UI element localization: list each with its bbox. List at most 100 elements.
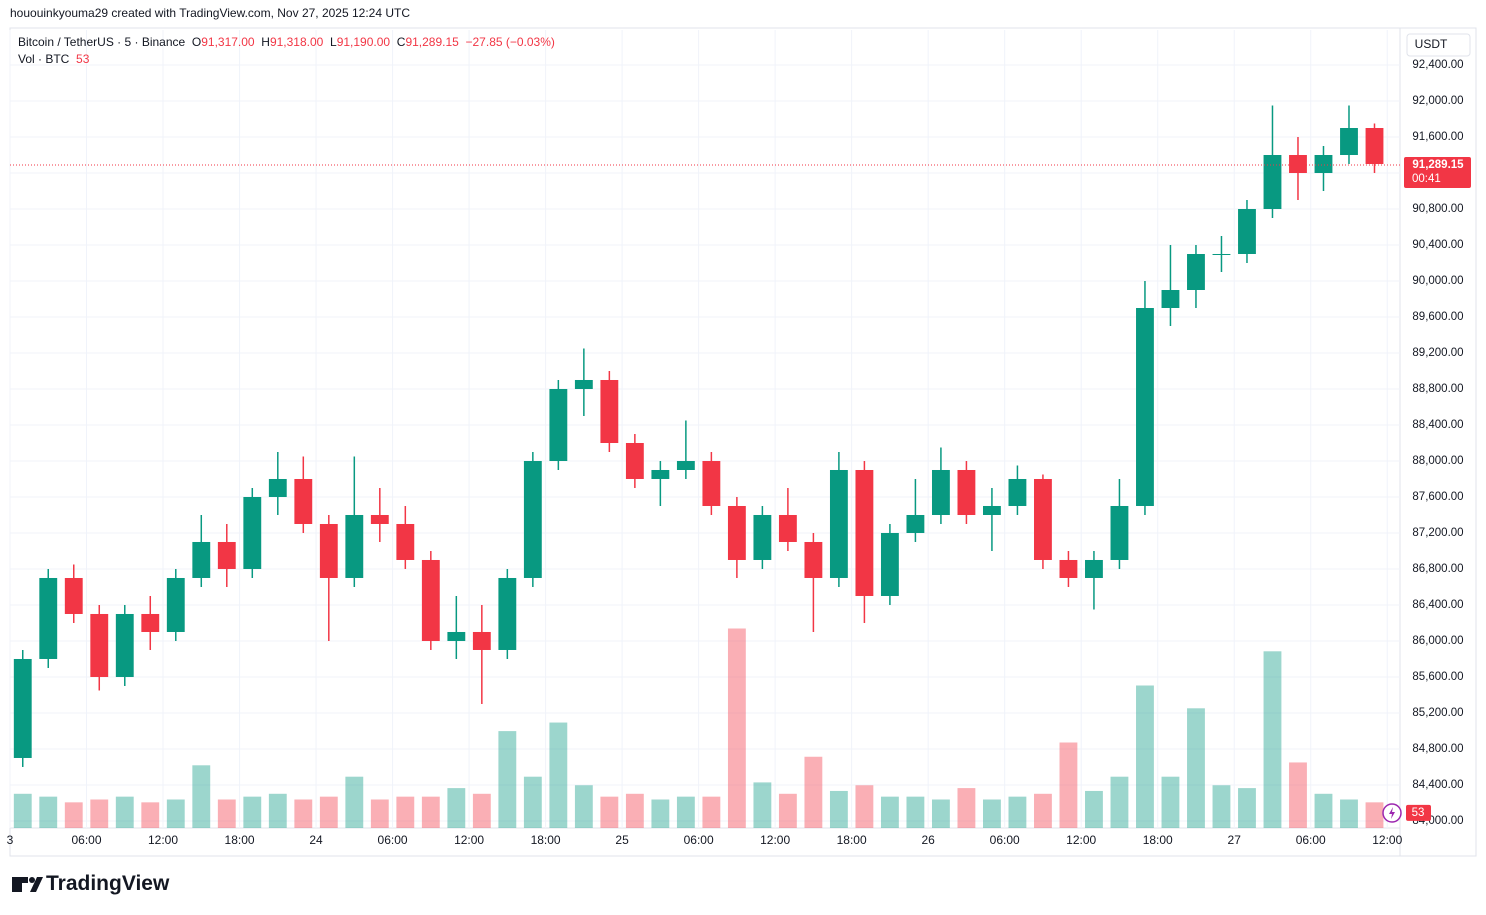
candle-body <box>243 496 262 569</box>
y-tick-label: 87,600.00 <box>1412 491 1463 503</box>
candle-body <box>396 523 415 560</box>
candle-body <box>523 460 542 578</box>
candle-body <box>421 559 440 641</box>
last-volume-box <box>1406 804 1431 821</box>
y-tick-label: 90,000.00 <box>1412 275 1463 287</box>
candle-body <box>676 460 695 470</box>
candle-body <box>574 379 593 389</box>
volume-bar <box>1085 790 1103 828</box>
candle-body <box>880 532 899 596</box>
y-tick-label: 88,000.00 <box>1412 455 1463 467</box>
y-tick-label: 85,200.00 <box>1412 707 1463 719</box>
y-tick-label: 86,000.00 <box>1412 635 1463 647</box>
ohlc-label: H <box>261 35 270 49</box>
volume-bar <box>13 793 32 828</box>
volume-bar <box>345 776 364 828</box>
x-tick-label: 12:00 <box>1372 833 1402 847</box>
candle-body <box>1008 478 1027 506</box>
volume-bar <box>1034 793 1052 828</box>
logo-part <box>30 877 43 892</box>
candle-body <box>600 379 619 443</box>
candle-body <box>549 388 568 461</box>
volume-label[interactable]: Vol · BTC <box>18 52 70 66</box>
volume-bar <box>1187 708 1205 828</box>
candle-body <box>651 469 670 479</box>
candle-body <box>1085 559 1103 578</box>
ohlc-label: L <box>330 35 337 49</box>
y-tick-label: 92,400.00 <box>1412 59 1463 71</box>
volume-bar <box>600 796 619 828</box>
ohlc-value: 91,318.00 <box>269 35 324 49</box>
footer-brand: TradingView <box>46 872 170 895</box>
candle-body <box>1238 209 1256 255</box>
volume-bar <box>523 776 542 828</box>
y-tick-label: 91,600.00 <box>1412 131 1463 143</box>
volume-bar <box>447 788 466 828</box>
candle-body <box>90 613 109 677</box>
logo <box>12 877 43 892</box>
volume-bar <box>702 796 721 828</box>
volume-bar <box>64 802 83 828</box>
grid <box>9 30 1400 828</box>
volume-bar <box>1365 802 1384 828</box>
volume-bar <box>166 799 185 828</box>
x-tick-label: 06:00 <box>378 833 408 847</box>
header: hououinkyouma29 created with TradingView… <box>10 6 411 20</box>
logo-part <box>29 877 35 883</box>
candle-body <box>1340 128 1358 156</box>
volume-bar <box>1059 742 1078 828</box>
volume-bar <box>651 799 670 828</box>
volume-bar <box>141 802 160 828</box>
candle-body <box>115 613 134 677</box>
x-tick-label: 25 <box>615 833 629 847</box>
candle-body <box>192 541 211 578</box>
x-tick-label: 06:00 <box>1296 833 1326 847</box>
candle-body <box>983 505 1001 515</box>
volume-bar <box>906 796 925 828</box>
volume-bar <box>855 785 874 828</box>
candle-body <box>625 442 644 479</box>
volume-bar <box>574 785 593 828</box>
y-tick-label: 88,800.00 <box>1412 383 1463 395</box>
candle-body <box>931 469 950 515</box>
x-tick-label: 27 <box>1228 833 1242 847</box>
x-tick-label: 12:00 <box>1066 833 1096 847</box>
candle-body <box>345 514 364 578</box>
volume-bar <box>1136 685 1154 828</box>
alert-icon-bolt <box>1389 807 1395 819</box>
x-tick-label: 12:00 <box>454 833 484 847</box>
candle-body <box>1187 254 1205 291</box>
candle-body <box>294 478 313 524</box>
candle-body <box>268 478 287 497</box>
candle-body <box>1161 290 1180 308</box>
x-tick-label: 12:00 <box>760 833 790 847</box>
candle-body <box>829 469 848 578</box>
candle-body <box>1110 505 1129 560</box>
y-tick-label: 87,200.00 <box>1412 527 1463 539</box>
ohlc-value: 91,289.15 <box>405 35 459 49</box>
volume-bar <box>1314 793 1333 828</box>
symbol[interactable]: Bitcoin / TetherUS · 5 · Binance <box>18 35 186 49</box>
candle-body <box>498 577 517 650</box>
volume-bar <box>676 796 695 828</box>
volume-bar <box>1212 785 1231 828</box>
currency-box[interactable] <box>1406 33 1471 57</box>
volume-bar <box>1110 776 1129 828</box>
candle-body <box>855 469 874 596</box>
candle-layer <box>13 105 1384 767</box>
volume-bar <box>396 796 415 828</box>
volume-bar <box>957 788 976 828</box>
volume-bar <box>498 731 517 828</box>
y-tick-label: 86,800.00 <box>1412 563 1463 575</box>
candle-body <box>1136 307 1154 506</box>
candle-body <box>1314 155 1333 174</box>
x-tick-label: 24 <box>309 833 323 847</box>
x-tick-label: 18:00 <box>225 833 255 847</box>
last-price-box <box>1404 156 1471 188</box>
candle-body <box>1059 559 1078 578</box>
volume-layer <box>13 628 1384 828</box>
volume-bar <box>727 628 746 828</box>
ohlc-value: 91,190.00 <box>336 35 391 49</box>
volume-bar <box>753 782 772 828</box>
